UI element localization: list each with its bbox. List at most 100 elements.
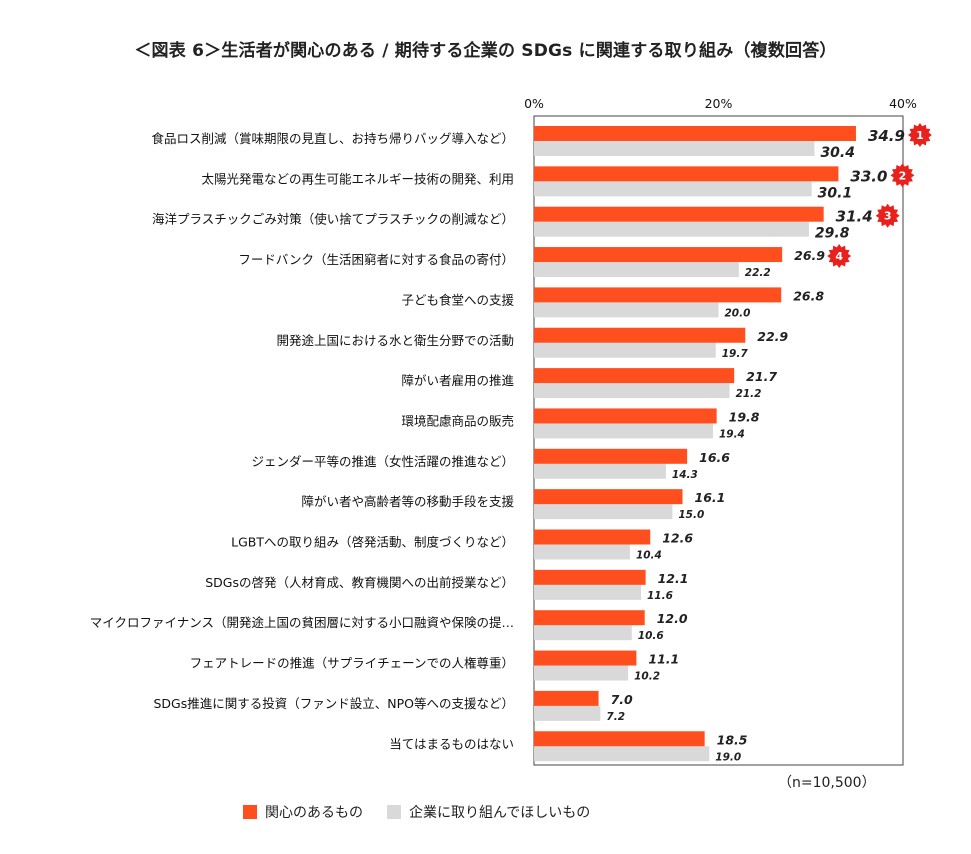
value-label-interest: 12.1 [658, 571, 689, 586]
value-label-expect: 20.0 [725, 307, 751, 319]
value-label-expect: 30.4 [820, 145, 855, 161]
category-label: 障がい者雇用の推進 [401, 373, 514, 388]
bar-expect [534, 302, 719, 318]
value-label-expect: 29.8 [815, 226, 850, 242]
value-label-interest: 18.5 [717, 732, 748, 747]
category-label: 障がい者や高齢者等の移動手段を支援 [301, 494, 514, 509]
rank-badge [890, 163, 915, 188]
bar-expect [534, 665, 629, 681]
legend-swatch-expect [387, 805, 401, 819]
bar-interest [534, 327, 746, 343]
bar-interest [534, 610, 645, 626]
x-tick-label: 40% [889, 96, 917, 111]
category-label: SDGsの啓発（人材育成、教育機関への出前授業など） [205, 575, 514, 590]
value-label-interest: 26.8 [793, 288, 824, 303]
category-label: マイクロファイナンス（開発途上国の貧困層に対する小口融資や保険の提… [90, 615, 514, 630]
chart-title: ＜図表 6＞生活者が関心のある / 期待する企業の SDGs に関連する取り組み… [134, 41, 837, 61]
legend-label-expect: 企業に取り組んでほしいもの [409, 805, 591, 821]
value-label-interest: 31.4 [836, 208, 873, 226]
value-label-expect: 21.2 [736, 388, 762, 400]
value-label-interest: 21.7 [746, 369, 777, 384]
bar-expect [534, 584, 642, 600]
category-label: SDGs推進に関する投資（ファンド設立、NPO等への支援など） [154, 696, 515, 711]
rank-badge-label: 3 [884, 210, 892, 223]
bar-interest [534, 247, 783, 263]
value-label-expect: 19.7 [722, 348, 749, 360]
rank-badge-label: 4 [835, 250, 843, 263]
legend-item-expect: 企業に取り組んでほしいもの [387, 802, 590, 822]
bar-interest [534, 650, 637, 666]
bar-expect [534, 625, 632, 641]
category-label: 開発途上国における水と衛生分野での活動 [276, 333, 514, 348]
value-label-interest: 12.0 [657, 611, 688, 626]
bar-expect [534, 504, 673, 520]
bar-interest [534, 126, 856, 141]
category-label: フードバンク（生活困窮者に対する食品の寄付） [238, 252, 514, 267]
rank-badge-label: 1 [916, 129, 924, 142]
rank-badge [827, 244, 852, 269]
value-label-interest: 16.1 [695, 490, 726, 505]
bar-interest [534, 287, 782, 303]
value-label-interest: 22.9 [757, 329, 788, 344]
category-label: 太陽光発電などの再生可能エネルギー技術の開発、利用 [201, 171, 514, 186]
value-label-interest: 16.6 [699, 450, 730, 465]
bar-expect [534, 705, 601, 721]
bar-interest [534, 690, 599, 706]
category-label: ジェンダー平等の推進（女性活躍の推進など） [251, 454, 514, 469]
bar-interest [534, 731, 705, 747]
plot-frame [533, 115, 904, 766]
category-label: LGBTへの取り組み（啓発活動、制度づくりなど） [231, 535, 514, 550]
bar-expect [534, 141, 815, 156]
legend-label-interest: 関心のあるもの [265, 805, 363, 821]
value-label-expect: 15.0 [678, 509, 704, 521]
value-label-expect: 19.4 [719, 428, 745, 440]
value-label-expect: 30.1 [818, 185, 853, 201]
category-label: 海洋プラスチックごみ対策（使い捨てプラスチックの削減など） [152, 212, 514, 227]
bar-interest [534, 569, 646, 585]
rank-badge [907, 123, 932, 147]
value-label-expect: 10.4 [636, 550, 662, 562]
value-label-interest: 34.9 [868, 127, 905, 145]
bar-expect [534, 463, 666, 479]
value-label-expect: 10.2 [634, 671, 660, 683]
bar-expect [534, 221, 809, 237]
bar-interest [534, 206, 824, 222]
value-label-expect: 7.2 [606, 711, 625, 723]
bar-expect [534, 423, 713, 439]
value-label-expect: 10.6 [638, 630, 664, 642]
sample-size-note: （n=10,500） [778, 775, 876, 791]
value-label-interest: 19.8 [729, 409, 760, 424]
category-label: 食品ロス削減（賞味期限の見直し、お持ち帰りバッグ導入など） [151, 131, 514, 146]
legend-swatch-interest [243, 805, 257, 819]
value-label-interest: 11.1 [648, 652, 679, 667]
value-label-interest: 26.9 [794, 248, 825, 263]
category-label: 当てはまるものはない [389, 736, 514, 751]
legend: 関心のあるもの 企業に取り組んでほしいもの [243, 802, 590, 822]
rank-badge [875, 203, 900, 228]
bar-expect [534, 544, 630, 560]
bar-interest [534, 166, 839, 182]
rank-badge-label: 2 [899, 169, 907, 182]
value-label-interest: 33.0 [850, 167, 887, 185]
x-tick-label: 20% [705, 96, 733, 111]
value-label-expect: 19.0 [715, 751, 741, 763]
bar-interest [534, 448, 688, 464]
category-label: 子ども食堂への支援 [401, 292, 514, 307]
legend-item-interest: 関心のあるもの [243, 802, 363, 822]
bar-interest [534, 408, 717, 424]
category-label: フェアトレードの推進（サプライチェーンでの人権尊重） [190, 656, 514, 671]
bar-expect [534, 342, 716, 358]
value-label-interest: 7.0 [611, 692, 633, 707]
bar-interest [534, 368, 735, 384]
value-label-expect: 14.3 [672, 469, 698, 481]
bar-interest [534, 489, 683, 505]
bar-expect [534, 383, 730, 399]
x-tick-label: 0% [524, 96, 544, 111]
value-label-expect: 22.2 [745, 267, 771, 279]
category-label: 環境配慮商品の販売 [401, 413, 514, 428]
value-label-expect: 11.6 [647, 590, 673, 602]
bar-expect [534, 746, 710, 762]
bar-expect [534, 262, 739, 278]
value-label-interest: 12.6 [662, 531, 693, 546]
